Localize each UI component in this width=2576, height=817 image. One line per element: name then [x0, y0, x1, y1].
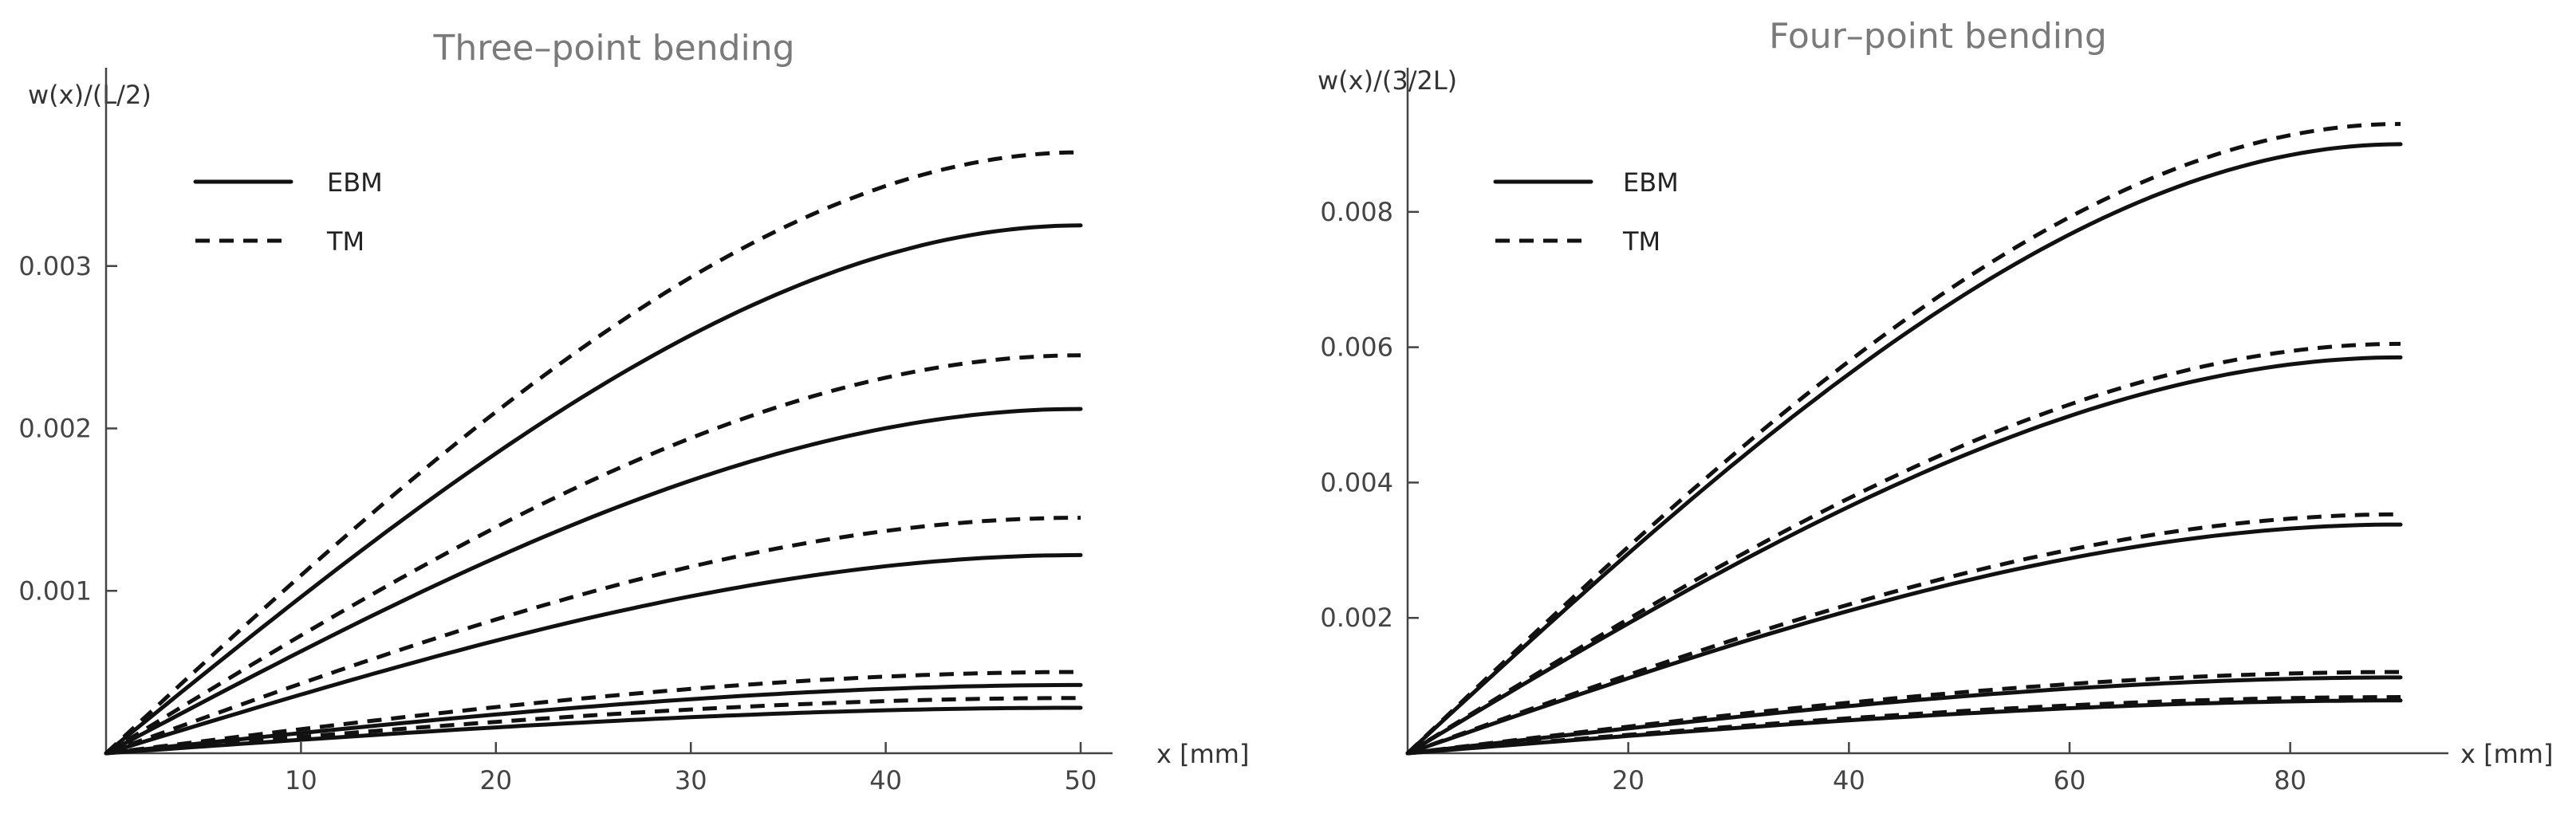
series-ebm-line [104, 682, 1083, 756]
series-ebm-line [104, 705, 1083, 756]
panel-four-point-bending: Four–point bending w(x)/(3/2L) x [mm] EB… [1318, 16, 2553, 795]
x-tick-label: 10 [285, 765, 317, 795]
panel-three-point-bending: Three–point bending w(x)/(L/2) x [mm] EB… [18, 28, 1249, 795]
series-tm-line [1407, 695, 2401, 756]
legend-label-tm: TM [326, 226, 364, 257]
y-axis-label: w(x)/(3/2L) [1318, 65, 1457, 96]
x-tick-label: 60 [2054, 765, 2086, 795]
y-tick-label: 0.001 [18, 575, 92, 606]
series-ebm-line [1405, 142, 2403, 756]
chart-title: Four–point bending [1769, 16, 2107, 57]
x-tick-label: 80 [2274, 765, 2306, 795]
series-ebm-line [104, 407, 1083, 756]
y-tick-label: 0.006 [1320, 332, 1393, 363]
legend-label-tm: TM [1622, 226, 1660, 257]
legend-label-ebm: EBM [327, 167, 383, 198]
series-ebm-line [104, 552, 1083, 756]
series-tm-line [1406, 122, 2401, 755]
series-ebm-line [1405, 698, 2403, 756]
series-tm-line [1406, 341, 2401, 756]
y-tick-label: 0.002 [1320, 603, 1393, 633]
x-axis-label: x [mm] [2460, 739, 2553, 769]
series-tm-line [105, 516, 1081, 756]
x-tick-label: 40 [869, 765, 902, 795]
series-tm-line [104, 150, 1081, 755]
series-ebm-line [1405, 675, 2403, 756]
series-ebm-line [1405, 522, 2403, 756]
series-tm-line [105, 696, 1081, 756]
x-tick-label: 20 [1612, 765, 1644, 795]
series-tm-line [105, 670, 1081, 756]
x-tick-label: 20 [479, 765, 512, 795]
legend: EBM TM [1493, 167, 1679, 257]
series-ebm-line [1405, 355, 2403, 756]
y-tick-label: 0.008 [1320, 197, 1393, 227]
y-axis-label: w(x)/(L/2) [28, 80, 152, 110]
x-axis-label: x [mm] [1156, 739, 1249, 769]
legend-label-ebm: EBM [1623, 167, 1679, 198]
series-tm-line [104, 353, 1081, 756]
y-tick-label: 0.004 [1320, 467, 1393, 497]
x-tick-label: 50 [1065, 765, 1097, 795]
x-tick-label: 30 [675, 765, 707, 795]
chart-title: Three–point bending [432, 28, 794, 69]
y-tick-label: 0.002 [18, 414, 92, 444]
x-tick-label: 40 [1833, 765, 1865, 795]
legend: EBM TM [193, 167, 383, 257]
series-tm-line [1407, 512, 2401, 756]
y-tick-label: 0.003 [18, 251, 92, 281]
series-ebm-line [104, 223, 1083, 756]
